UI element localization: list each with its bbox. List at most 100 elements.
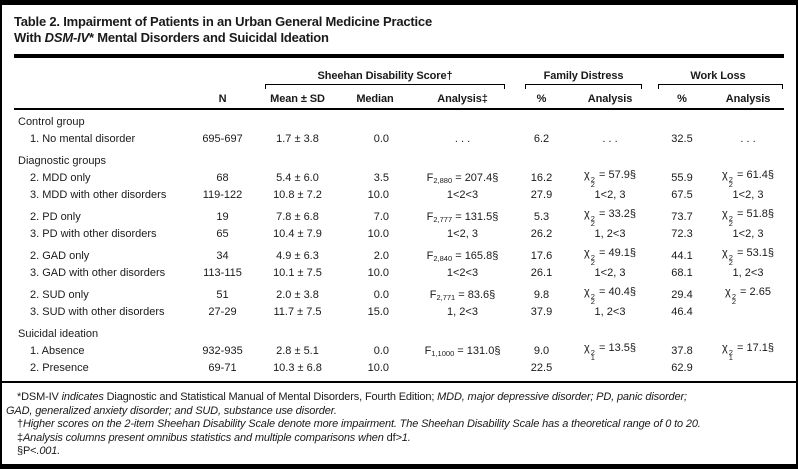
footnote-rule xyxy=(2,381,796,383)
cell-family-analysis: 1<2, 3 xyxy=(594,266,626,279)
group-label: Control group xyxy=(18,115,85,128)
table-row: 3. PD with other disorders 65 10.4 ± 7.9 10… xyxy=(14,225,784,242)
cell-n: 27-29 xyxy=(208,305,237,318)
table-row: 2. MDD only 68 5.4 ± 6.0 3.5 F2,880 = 207.4§… xyxy=(14,169,784,189)
cell-mean-sd: 10.8 ± 7.2 xyxy=(273,188,322,201)
cell-mean-sd: 7.8 ± 6.8 xyxy=(276,211,319,224)
cell-mean-sd: 10.1 ± 7.5 xyxy=(273,266,322,279)
footnote: *DSM-IV indicates Diagnostic and Statist… xyxy=(6,391,687,417)
cell-work-pct: 73.7 xyxy=(671,211,693,224)
cell-mean-sd: 2.0 ± 3.8 xyxy=(276,289,319,302)
row-label: 2. PD only xyxy=(30,211,81,224)
group-row: Suicidal ideation xyxy=(14,325,784,342)
footnote: §P<.001. xyxy=(17,445,61,457)
cell-mean-sd: 10.3 ± 6.8 xyxy=(273,361,322,374)
table-row: 3. GAD with other disorders 113-115 10.1 ±… xyxy=(14,264,784,281)
row-label: 3. PD with other disorders xyxy=(30,227,157,240)
table-title: Table 2. Impairment of Patients in an Ur… xyxy=(14,14,432,45)
row-label: 1. Absence xyxy=(30,345,85,358)
table-row: 2. Presence 69-71 10.3 ± 6.8 10.0 22.5 62.9 xyxy=(14,359,784,376)
cell-analysis: . . . xyxy=(454,132,471,145)
bracket-sheehan xyxy=(265,84,505,89)
cell-median: 3.5 xyxy=(373,172,389,185)
cell-work-pct: 46.4 xyxy=(671,305,693,318)
cell-median: 10.0 xyxy=(367,227,389,240)
cell-mean-sd: 11.7 ± 7.5 xyxy=(273,305,322,318)
cell-n: 695-697 xyxy=(202,132,243,145)
cell-family-pct: 26.2 xyxy=(530,227,553,240)
cell-family-pct: 26.1 xyxy=(530,266,553,279)
cell-median: 10.0 xyxy=(367,188,389,201)
cell-n: 113-115 xyxy=(203,266,242,279)
group-header-sheehan-disability: Sheehan Disability Score† xyxy=(317,70,453,82)
cell-family-pct: 27.9 xyxy=(530,188,553,201)
cell-analysis: F1,1000 = 131.0§ xyxy=(424,345,501,359)
column-header-row: N Mean ± SD Median Analysis‡ % Analysis … xyxy=(14,89,784,108)
group-label: Suicidal ideation xyxy=(18,327,99,340)
cell-n: 51 xyxy=(216,289,229,302)
cell-median: 0.0 xyxy=(373,132,389,145)
cell-family-analysis: 1, 2<3 xyxy=(594,305,626,318)
cell-work-pct: 55.9 xyxy=(671,172,693,185)
row-label: 2. MDD only xyxy=(30,172,91,185)
cell-family-pct: 9.8 xyxy=(533,289,550,302)
top-rule xyxy=(2,2,796,5)
col-header-work-analysis: Analysis xyxy=(725,93,771,105)
group-row: Control group xyxy=(14,113,784,130)
cell-analysis: 1<2, 3 xyxy=(447,227,478,240)
cell-work-analysis: . . . xyxy=(740,132,756,145)
cell-family-pct: 6.2 xyxy=(533,132,550,145)
cell-median: 10.0 xyxy=(367,266,389,279)
cell-work-pct: 32.5 xyxy=(671,132,693,145)
cell-family-pct: 17.6 xyxy=(530,250,553,263)
col-header-analysis-sheehan: Analysis‡ xyxy=(437,93,488,105)
table-row: 1. Absence 932-935 2.8 ± 5.1 0.0 F1,1000 = 1… xyxy=(14,342,784,362)
cell-median: 0.0 xyxy=(373,345,389,358)
cell-family-pct: 5.3 xyxy=(533,211,550,224)
table-row: 2. PD only 19 7.8 ± 6.8 7.0 F2,777 = 131.5§ 5… xyxy=(14,208,784,228)
cell-family-pct: 37.9 xyxy=(530,305,553,318)
title-rule xyxy=(14,54,784,58)
cell-analysis: F2,840 = 165.8§ xyxy=(426,250,499,264)
cell-median: 7.0 xyxy=(373,211,389,224)
cell-work-analysis: 1, 2<3 xyxy=(732,266,764,279)
col-header-mean-sd: Mean ± SD xyxy=(270,93,325,105)
cell-analysis: 1<2<3 xyxy=(446,188,479,201)
cell-family-analysis: 1, 2<3 xyxy=(594,227,626,240)
cell-mean-sd: 1.7 ± 3.8 xyxy=(276,132,319,145)
table-body: Control group 1. No mental disorder 695-69… xyxy=(2,110,796,381)
cell-work-analysis: 1<2, 3 xyxy=(732,227,764,240)
row-label: 3. MDD with other disorders xyxy=(30,188,167,201)
cell-mean-sd: 10.4 ± 7.9 xyxy=(273,227,322,240)
cell-work-pct: 72.3 xyxy=(671,227,693,240)
row-label: 2. Presence xyxy=(30,361,89,374)
table-row: 2. SUD only 51 2.0 ± 3.8 0.0 F2,771 = 83.6§ 9… xyxy=(14,286,784,306)
row-label: 3. GAD with other disorders xyxy=(30,266,166,279)
bottom-rule xyxy=(2,464,796,467)
cell-work-pct: 67.5 xyxy=(671,188,693,201)
row-label: 2. SUD only xyxy=(30,289,89,302)
table-row: 3. SUD with other disorders 27-29 11.7 ± 7… xyxy=(14,303,784,320)
cell-work-analysis: 1<2, 3 xyxy=(732,188,764,201)
cell-analysis: 1, 2<3 xyxy=(447,305,478,318)
cell-analysis: F2,771 = 83.6§ xyxy=(429,289,496,303)
cell-n: 69-71 xyxy=(208,361,237,374)
table-row: 3. MDD with other disorders 119-122 10.8 ±… xyxy=(14,186,784,203)
cell-mean-sd: 4.9 ± 6.3 xyxy=(276,250,319,263)
cell-family-pct: 16.2 xyxy=(530,172,553,185)
row-label: 3. SUD with other disorders xyxy=(30,305,165,318)
cell-family-pct: 22.5 xyxy=(530,361,553,374)
cell-median: 0.0 xyxy=(373,289,389,302)
row-label: 1. No mental disorder xyxy=(30,132,136,145)
group-label: Diagnostic groups xyxy=(18,154,107,167)
cell-work-pct: 37.8 xyxy=(671,345,693,358)
